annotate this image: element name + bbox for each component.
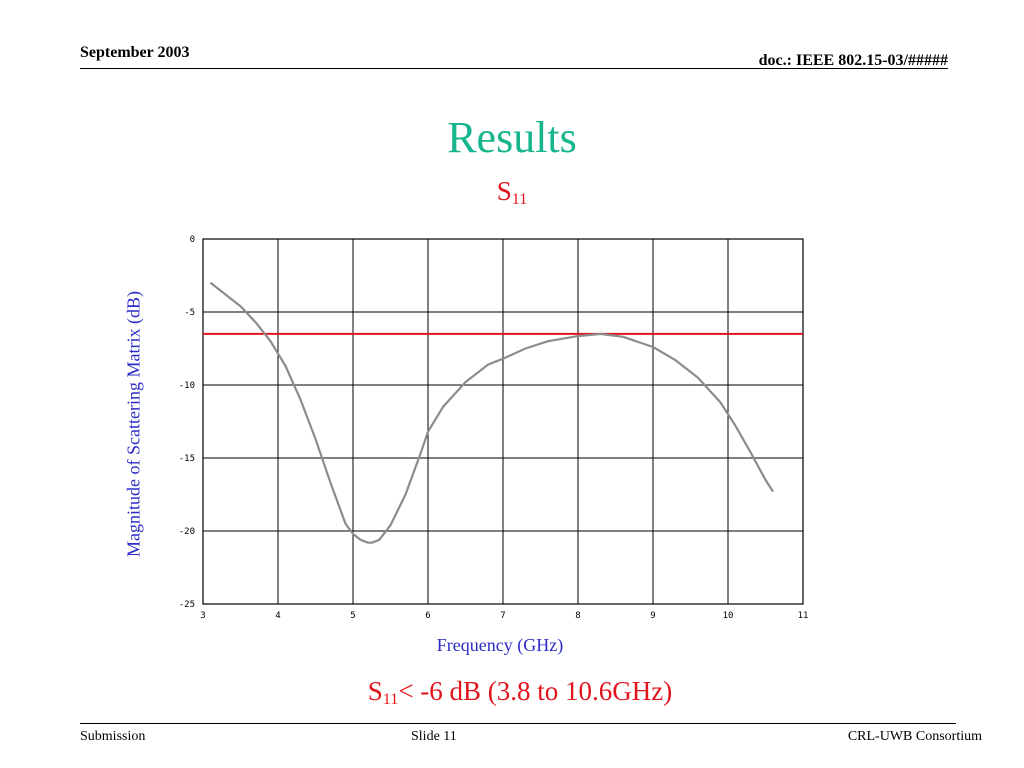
x-tick-label: 10 [723,611,734,621]
y-tick-label: -10 [179,381,195,391]
header-doc-id: doc.: IEEE 802.15-03/##### [758,52,948,69]
x-tick-label: 5 [350,611,355,621]
footer-right: CRL-UWB Consortium [847,729,982,744]
y-tick-label: -15 [179,454,195,464]
y-tick-label: -5 [184,308,195,318]
x-tick-label: 7 [500,611,505,621]
result-main: S [367,676,383,706]
y-tick-label: -25 [179,600,195,610]
result-sub: 11 [382,690,399,709]
chart-grid [202,238,804,605]
y-tick-label: -20 [179,527,195,537]
slide-title: Results [447,113,577,162]
y-tick-label: 0 [190,235,195,245]
x-tick-label: 9 [650,611,655,621]
x-tick-label: 6 [425,611,430,621]
chart-ticks: 3 4 5 6 7 8 9 10 11 0 -5 -10 -15 -20 -25 [179,235,809,621]
footer-slide-number: Slide 11 [411,729,457,744]
x-tick-label: 3 [200,611,205,621]
footer-left: Submission [80,729,146,744]
header-divider [80,68,948,69]
header-date: September 2003 [80,44,190,61]
chart-title-sub: 11 [511,190,528,209]
chart-title: S11 [0,176,1024,209]
x-tick-label: 8 [575,611,580,621]
result-rest: < -6 dB (3.8 to 10.6GHz) [398,676,673,706]
y-axis-label: Magnitude of Scattering Matrix (dB) [123,291,144,557]
series-line [209,281,774,544]
x-tick-label: 11 [798,611,809,621]
x-tick-label: 4 [275,611,280,621]
result-statement: S11< -6 dB (3.8 to 10.6GHz) [0,676,1024,709]
chart-title-main: S [496,176,512,206]
footer-divider [80,723,956,724]
x-axis-label: Frequency (GHz) [436,635,564,655]
